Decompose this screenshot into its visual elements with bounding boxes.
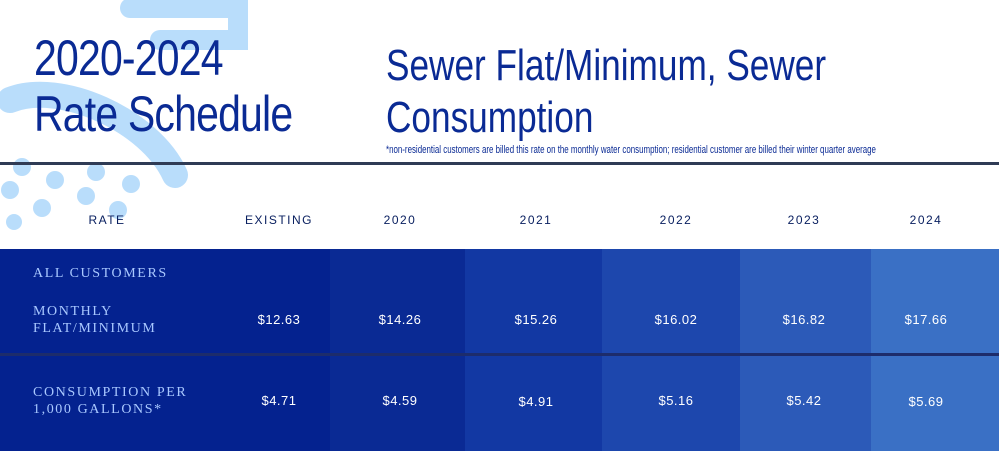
column-header-2020: 2020	[383, 213, 417, 227]
table-cell: $5.42	[786, 393, 822, 408]
page-title: 2020-2024 Rate Schedule	[34, 30, 293, 142]
page-subtitle: Sewer Flat/Minimum, Sewer Consumption	[386, 41, 827, 142]
column-header-2021: 2021	[519, 213, 553, 227]
row-label-consumption-line1: CONSUMPTION PER	[33, 385, 188, 400]
column-fill-2024	[871, 249, 999, 451]
table-cell: $4.59	[382, 393, 418, 408]
column-fill-2022	[602, 249, 740, 451]
table-cell: $5.69	[908, 394, 944, 409]
column-fill-2020	[330, 249, 465, 451]
table-cell: $12.63	[257, 312, 301, 327]
header-divider	[0, 162, 999, 165]
shower-decoration-icon	[0, 0, 248, 230]
footnote: *non-residential customers are billed th…	[386, 144, 876, 156]
column-header-existing: EXISTING	[244, 213, 314, 227]
rate-table-body	[0, 249, 999, 451]
column-fill-2021	[465, 249, 602, 451]
row-label-consumption: CONSUMPTION PER 1,000 GALLONS*	[33, 384, 187, 418]
column-fill-existing	[0, 249, 330, 451]
table-cell: $4.71	[261, 393, 297, 408]
row-label-flat-line1: MONTHLY	[33, 304, 113, 319]
title-line-1: 2020-2024	[34, 30, 224, 86]
row-label-flat-line2: FLAT/MINIMUM	[33, 321, 157, 336]
table-cell: $15.26	[514, 312, 558, 327]
table-cell: $5.16	[658, 393, 694, 408]
column-header-2024: 2024	[909, 213, 943, 227]
column-fill-2023	[740, 249, 871, 451]
table-cell: $4.91	[518, 394, 554, 409]
title-line-2: Rate Schedule	[34, 86, 293, 142]
column-header-2023: 2023	[787, 213, 821, 227]
table-cell: $17.66	[904, 312, 948, 327]
row-label-consumption-line2: 1,000 GALLONS*	[33, 402, 163, 417]
table-cell: $14.26	[378, 312, 422, 327]
column-header-rate: RATE	[88, 213, 126, 227]
row-divider	[0, 353, 999, 356]
column-header-2022: 2022	[659, 213, 693, 227]
section-label: ALL CUSTOMERS	[33, 266, 168, 281]
table-cell: $16.82	[782, 312, 826, 327]
table-cell: $16.02	[654, 312, 698, 327]
row-label-flat: MONTHLY FLAT/MINIMUM	[33, 303, 156, 337]
